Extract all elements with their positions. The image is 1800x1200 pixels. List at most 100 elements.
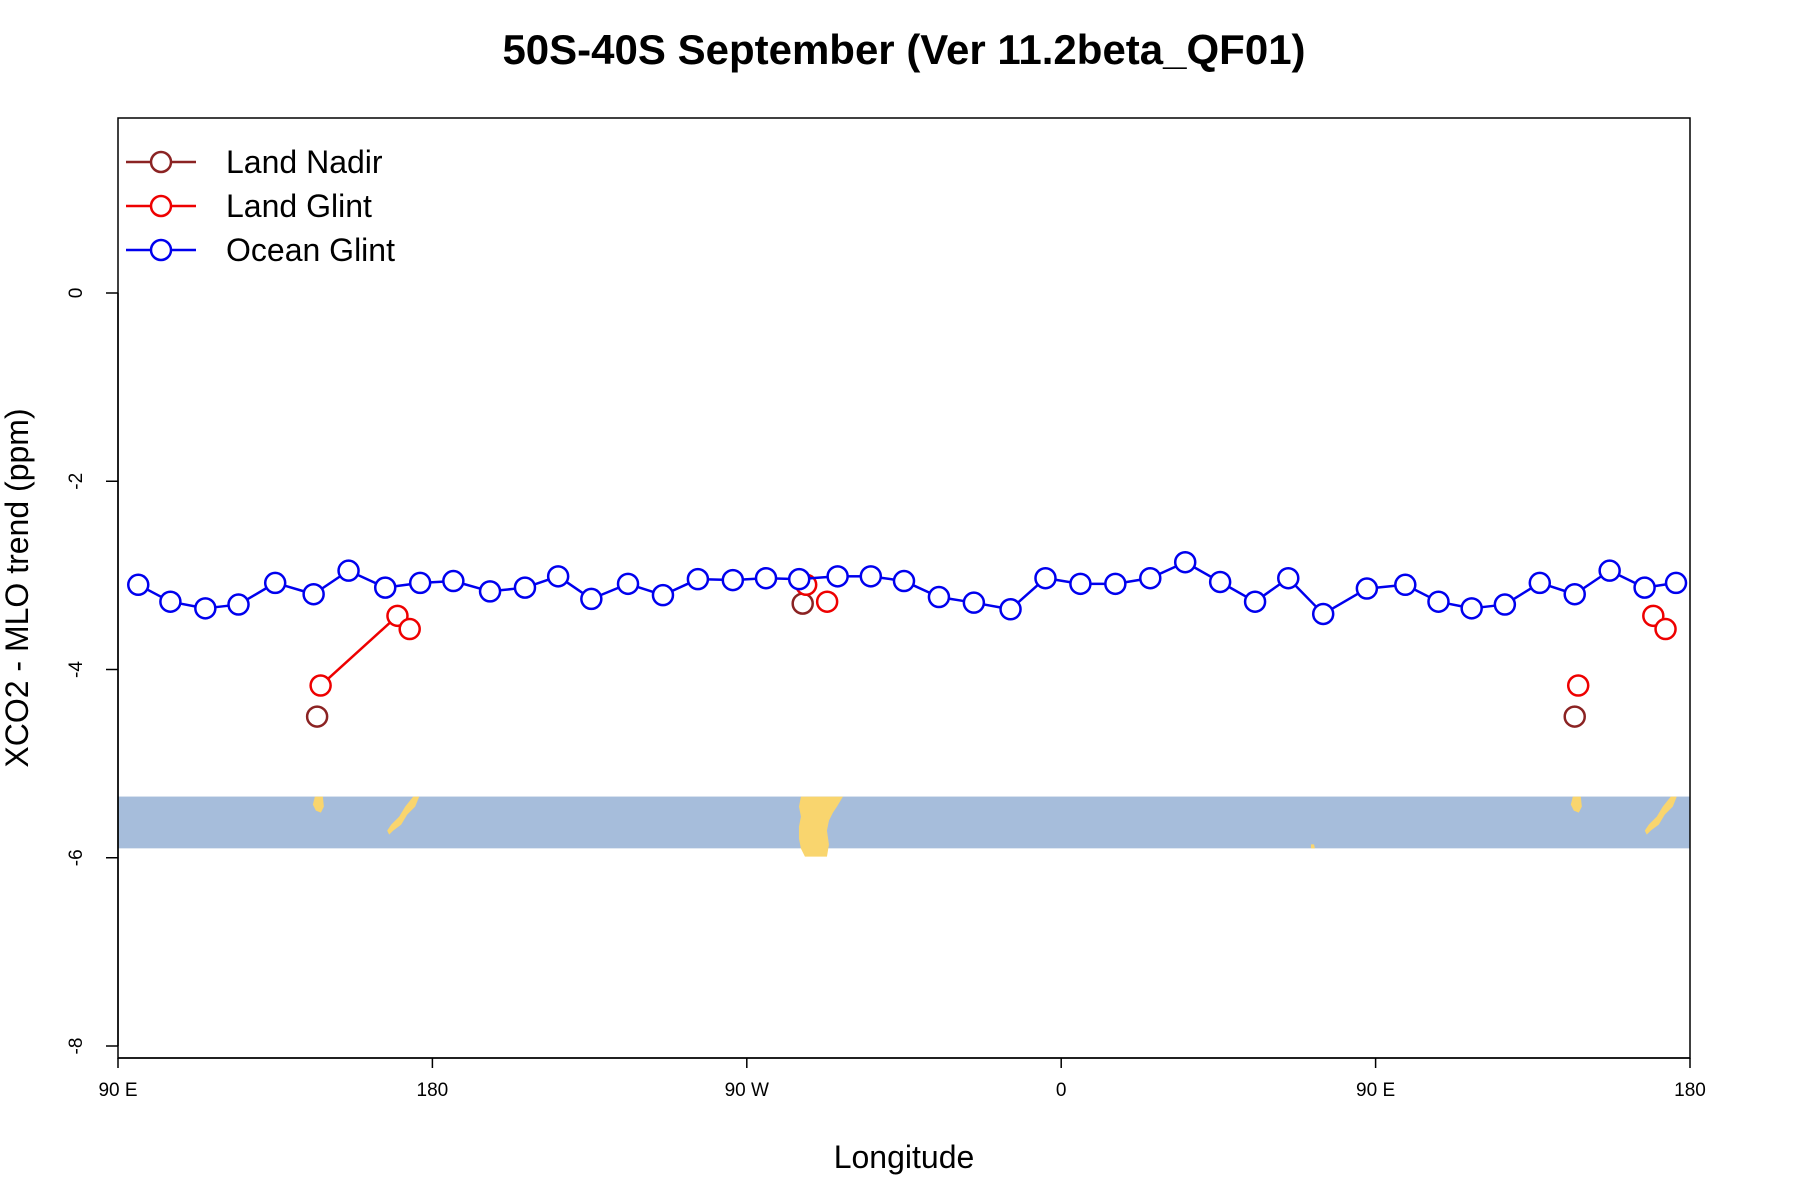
data-point bbox=[263, 571, 287, 595]
data-point bbox=[1598, 559, 1621, 582]
data-point bbox=[1277, 566, 1300, 590]
x-tick-label: 90 E bbox=[98, 1080, 137, 1101]
legend-label: Land Nadir bbox=[226, 144, 383, 180]
data-point bbox=[1173, 550, 1197, 574]
land-shape-5 bbox=[1310, 844, 1315, 849]
series-line-segment bbox=[321, 575, 341, 590]
series-line-segment bbox=[1548, 584, 1566, 593]
map-inset bbox=[118, 796, 1690, 857]
series-line-segment bbox=[880, 576, 895, 581]
data-point bbox=[302, 582, 325, 606]
data-point bbox=[1664, 571, 1688, 595]
series-line-segment bbox=[1413, 588, 1431, 599]
data-point bbox=[859, 565, 883, 588]
series-land-nadir bbox=[305, 592, 1586, 728]
y-axis-label: XCO2 - MLO trend (ppm) bbox=[0, 408, 35, 767]
series-line-segment bbox=[565, 580, 584, 595]
data-point bbox=[826, 565, 849, 588]
data-point bbox=[686, 567, 710, 591]
data-point bbox=[616, 572, 640, 596]
series-line-segment bbox=[637, 585, 654, 594]
data-point bbox=[337, 559, 360, 582]
data-point bbox=[1394, 573, 1417, 597]
land-shape-4 bbox=[798, 796, 843, 857]
data-point bbox=[754, 566, 778, 590]
series-layer bbox=[127, 550, 1688, 728]
series-line-segment bbox=[983, 603, 1001, 609]
legend-entry-land-nadir: Land Nadir bbox=[126, 144, 383, 180]
series-line-segment bbox=[1618, 573, 1637, 585]
data-point bbox=[513, 576, 537, 599]
x-tick-label: 180 bbox=[1674, 1080, 1706, 1101]
series-line-segment bbox=[1055, 578, 1071, 584]
data-point bbox=[478, 580, 502, 603]
data-point bbox=[791, 592, 814, 615]
data-point bbox=[1243, 590, 1267, 613]
land-shape-3 bbox=[1644, 796, 1677, 835]
series-line-segment bbox=[1654, 583, 1667, 588]
series-line-segment bbox=[742, 577, 757, 581]
legend-entry-ocean-glint: Ocean Glint bbox=[126, 232, 395, 268]
x-tick-label: 90 E bbox=[1356, 1080, 1395, 1101]
x-tick-label: 90 W bbox=[725, 1080, 769, 1101]
data-point bbox=[1139, 566, 1162, 590]
data-point bbox=[1566, 674, 1590, 697]
data-point bbox=[442, 569, 465, 593]
legend-marker bbox=[149, 238, 173, 262]
y-tick-label: -4 bbox=[66, 661, 87, 678]
data-point bbox=[787, 567, 811, 591]
series-line-segment bbox=[327, 621, 391, 680]
legend-entry-land-glint: Land Glint bbox=[126, 188, 372, 224]
data-point bbox=[194, 597, 217, 620]
series-line-segment bbox=[1376, 584, 1396, 589]
data-point bbox=[1069, 572, 1092, 596]
series-line-segment bbox=[1017, 583, 1039, 604]
series-line-segment bbox=[462, 582, 481, 590]
y-tick-label: -6 bbox=[66, 849, 87, 866]
land-shape-1 bbox=[1570, 796, 1582, 813]
x-tick-label: 0 bbox=[1056, 1080, 1067, 1101]
data-point bbox=[721, 568, 745, 592]
data-point bbox=[580, 587, 603, 611]
data-point bbox=[815, 590, 839, 613]
legend-marker bbox=[149, 194, 173, 218]
y-tick-label: -2 bbox=[66, 473, 87, 490]
data-point bbox=[1633, 576, 1656, 599]
data-point bbox=[546, 565, 570, 588]
series-line-segment bbox=[394, 583, 411, 588]
data-point bbox=[1654, 617, 1677, 641]
series-line-segment bbox=[1262, 582, 1281, 597]
data-point bbox=[1311, 602, 1335, 626]
series-line-segment bbox=[600, 586, 620, 597]
data-point bbox=[651, 583, 675, 607]
x-axis-label: Longitude bbox=[834, 1139, 975, 1175]
series-line-segment bbox=[948, 597, 965, 603]
data-point bbox=[962, 591, 986, 614]
series-line-segment bbox=[809, 575, 828, 580]
y-tick-label: -8 bbox=[66, 1038, 87, 1055]
series-line-segment bbox=[1294, 584, 1318, 608]
data-point bbox=[159, 590, 182, 613]
data-point bbox=[1460, 597, 1483, 620]
legend: Land Nadir Land Glint Ocean Glint bbox=[126, 144, 395, 268]
series-line-segment bbox=[430, 580, 444, 584]
data-point bbox=[305, 705, 329, 728]
data-point bbox=[1528, 571, 1552, 595]
data-point bbox=[1355, 577, 1379, 600]
data-point bbox=[927, 585, 951, 609]
y-tick-label: 0 bbox=[66, 288, 87, 299]
series-line-segment bbox=[1125, 578, 1141, 584]
series-ocean-glint bbox=[127, 550, 1688, 626]
series-line-segment bbox=[671, 582, 690, 593]
series-line-segment bbox=[179, 602, 196, 608]
series-line-segment bbox=[1582, 575, 1603, 590]
data-point bbox=[227, 593, 250, 616]
series-line-segment bbox=[1448, 602, 1463, 608]
series-line-segment bbox=[146, 588, 163, 599]
chart-title: 50S-40S September (Ver 11.2beta_QF01) bbox=[502, 26, 1305, 73]
land-shape-0 bbox=[312, 796, 324, 813]
land-shape-2 bbox=[387, 796, 420, 835]
data-point bbox=[999, 598, 1022, 621]
series-line-segment bbox=[1512, 587, 1532, 601]
